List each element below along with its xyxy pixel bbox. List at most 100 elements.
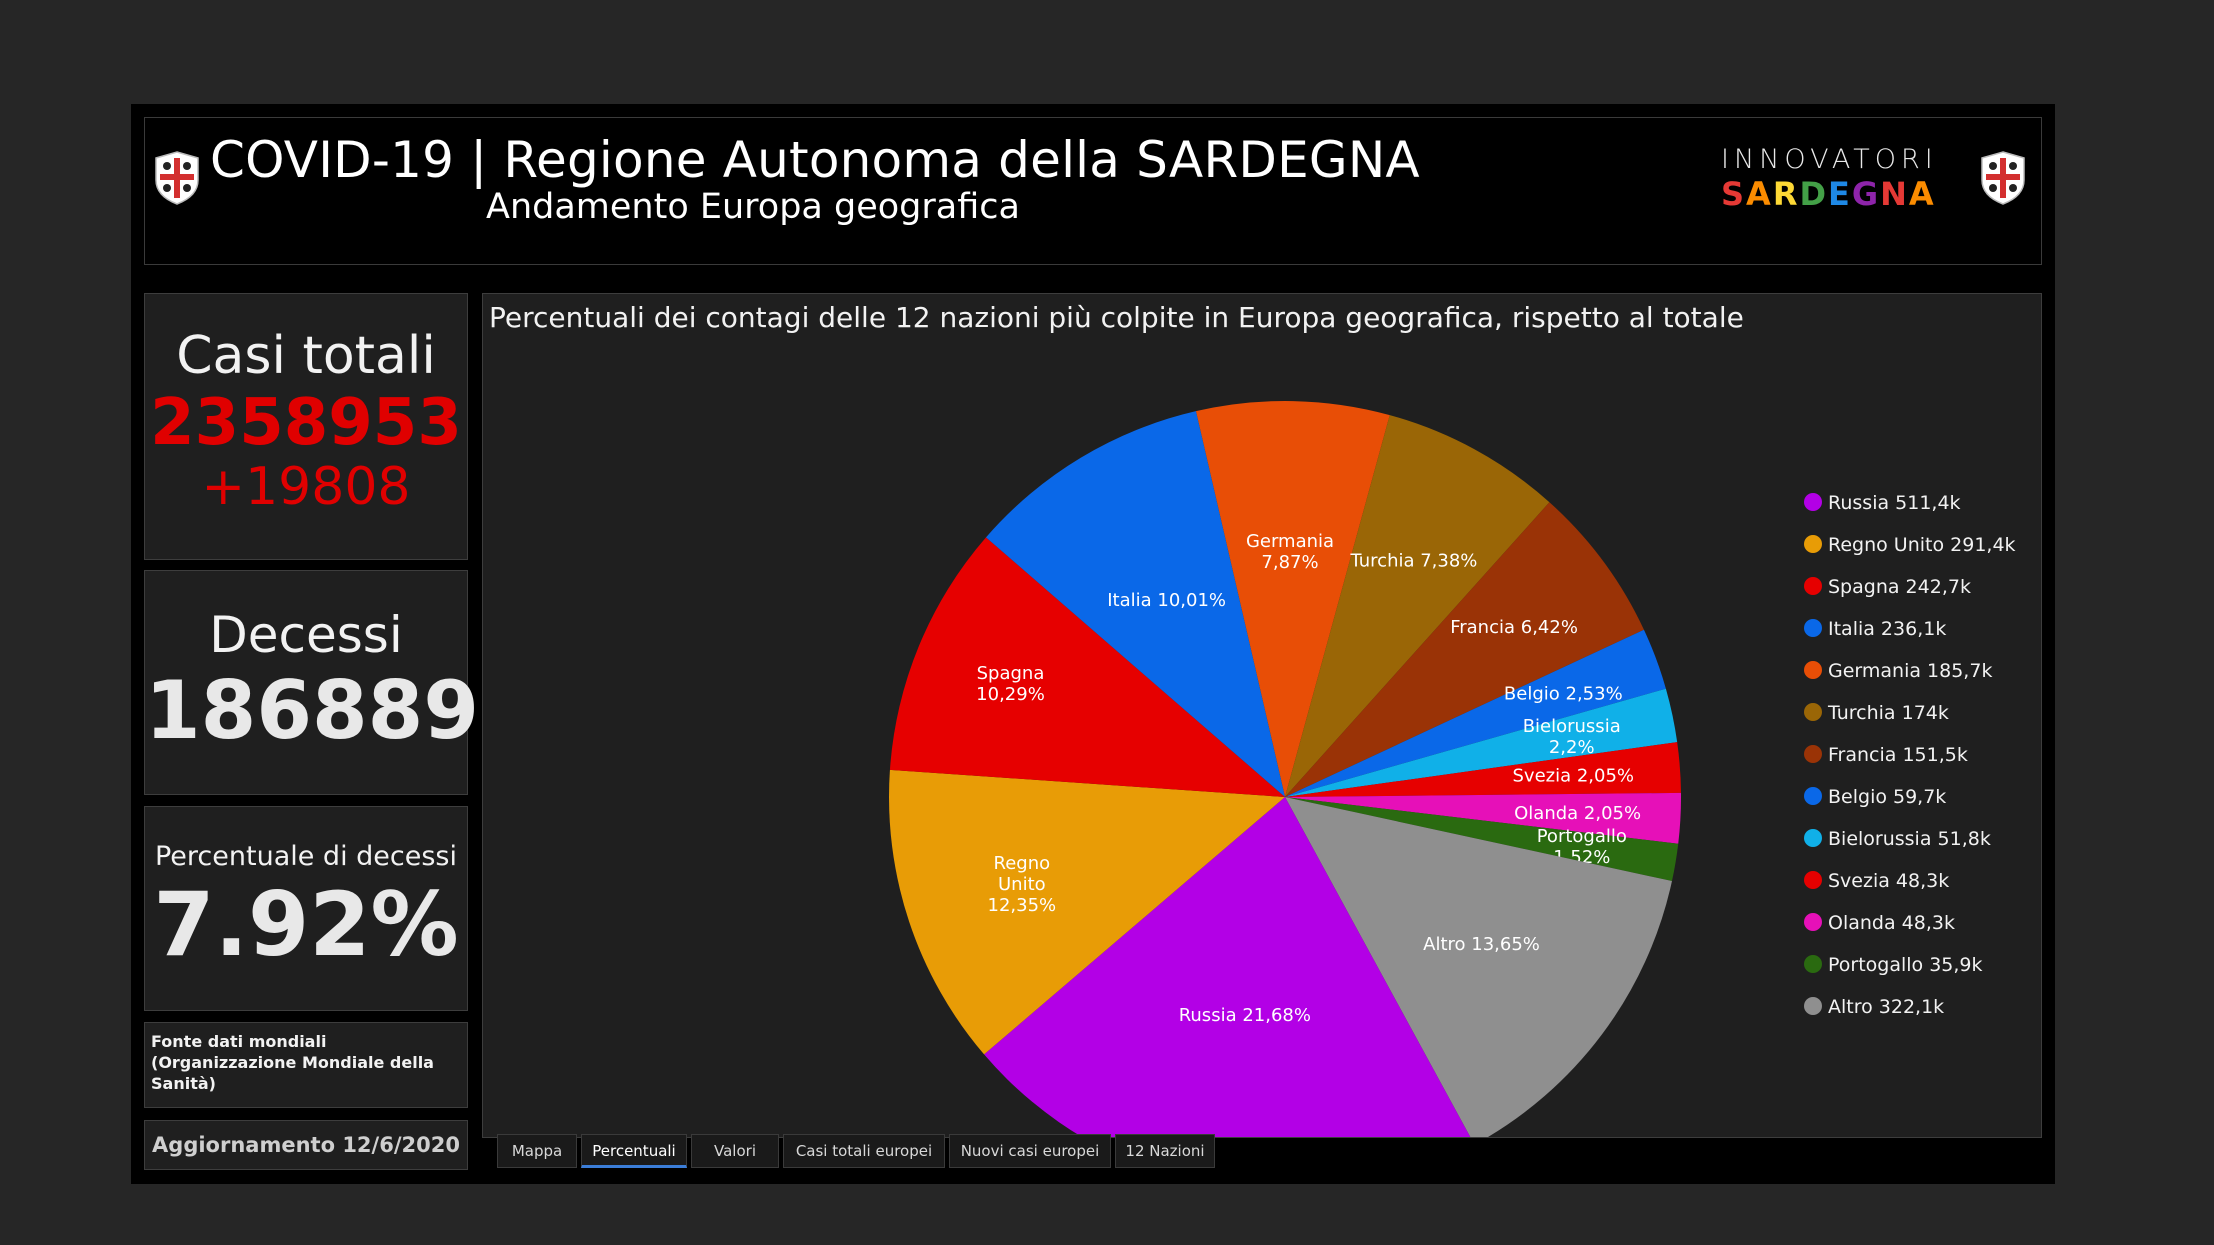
- pie-chart: Germania 7,87% Turchia 7,38% Francia 6,42% B…: [889, 401, 2016, 1137]
- pie-label-belgio: Belgio 2,53%: [1504, 683, 1623, 704]
- brand-letter: N: [1880, 175, 1909, 213]
- total-cases-card: Casi totali 2358953 +19808: [144, 293, 468, 560]
- brand-top-text: INNOVATORI: [1721, 144, 1938, 175]
- death-rate-label: Percentuale di decessi: [154, 841, 457, 872]
- legend-item-regno-unito[interactable]: Regno Unito 291,4k: [1804, 534, 2016, 556]
- legend-item-russia[interactable]: Russia 511,4k: [1804, 492, 1961, 514]
- legend-swatch: [1804, 619, 1822, 637]
- header-banner: COVID-19 | Regione Autonoma della SARDEG…: [144, 117, 2042, 265]
- pie-slice-germania[interactable]: [1195, 401, 1390, 797]
- sardinia-crest-icon: [155, 151, 199, 205]
- legend-label: Germania 185,7k: [1828, 660, 1992, 682]
- legend-swatch: [1804, 661, 1822, 679]
- pie-label-turchia: Turchia 7,38%: [1350, 551, 1478, 572]
- legend-item-belgio[interactable]: Belgio 59,7k: [1804, 786, 1946, 808]
- brand-letter: D: [1799, 175, 1829, 213]
- legend-label: Portogallo 35,9k: [1828, 954, 1983, 976]
- death-rate-card: Percentuale di decessi 7.92%: [144, 806, 468, 1011]
- tab-percentuali[interactable]: Percentuali: [581, 1134, 687, 1168]
- total-cases-label: Casi totali: [176, 326, 436, 386]
- brand-letter: E: [1828, 175, 1852, 213]
- brand-letter: A: [1746, 175, 1773, 213]
- pie-label-olanda: Olanda 2,05%: [1514, 803, 1641, 824]
- pie-label-altro: Altro 13,65%: [1423, 934, 1540, 955]
- pie-label-russia: Russia 21,68%: [1179, 1005, 1311, 1026]
- innovatori-sardegna-logo: INNOVATORI SARDEGNA: [1721, 144, 1938, 213]
- legend-label: Belgio 59,7k: [1828, 786, 1946, 808]
- legend-label: Francia 151,5k: [1828, 744, 1968, 766]
- update-date: Aggiornamento 12/6/2020: [144, 1120, 468, 1170]
- death-rate-value: 7.92%: [153, 873, 459, 976]
- legend-label: Regno Unito 291,4k: [1828, 534, 2016, 556]
- legend-swatch: [1804, 913, 1822, 931]
- tab-casi-totali-europei[interactable]: Casi totali europei: [783, 1134, 945, 1168]
- pie-slice-svezia[interactable]: [1285, 742, 1681, 797]
- pie-slice-bielorussia[interactable]: [1285, 688, 1678, 797]
- page-title: COVID-19 | Regione Autonoma della SARDEG…: [210, 131, 1420, 189]
- legend-item-turchia[interactable]: Turchia 174k: [1804, 702, 1949, 724]
- brand-letter: S: [1721, 175, 1747, 213]
- legend-swatch: [1804, 493, 1822, 511]
- total-cases-value: 2358953: [150, 386, 462, 460]
- pie-slice-belgio[interactable]: [1285, 629, 1666, 797]
- legend-label: Italia 236,1k: [1828, 618, 1946, 640]
- dashboard: COVID-19 | Regione Autonoma della SARDEG…: [131, 104, 2055, 1184]
- legend-item-francia[interactable]: Francia 151,5k: [1804, 744, 1968, 766]
- legend-label: Russia 511,4k: [1828, 492, 1961, 514]
- chart-title: Percentuali dei contagi delle 12 nazioni…: [489, 301, 1744, 334]
- total-cases-delta: +19808: [201, 457, 411, 517]
- legend-label: Altro 322,1k: [1828, 996, 1944, 1018]
- legend-label: Bielorussia 51,8k: [1828, 828, 1991, 850]
- pie-slice-regno-unito[interactable]: [889, 769, 1285, 1055]
- legend-label: Turchia 174k: [1827, 702, 1949, 724]
- pie-slice-altro[interactable]: [1285, 797, 1672, 1137]
- tab-valori[interactable]: Valori: [691, 1134, 779, 1168]
- pie-label-italia: Italia 10,01%: [1107, 590, 1226, 611]
- legend-swatch: [1804, 829, 1822, 847]
- pie-label-spagna: Spagna 10,29%: [976, 663, 1045, 705]
- pie-slice-francia[interactable]: [1285, 502, 1644, 797]
- legend-swatch: [1804, 703, 1822, 721]
- brand-bottom-text: SARDEGNA: [1721, 175, 1934, 213]
- legend-item-altro[interactable]: Altro 322,1k: [1804, 996, 1944, 1018]
- legend-swatch: [1804, 997, 1822, 1015]
- legend-item-spagna[interactable]: Spagna 242,7k: [1804, 576, 1971, 598]
- deaths-value: 186889: [145, 664, 479, 757]
- pie-slice-russia[interactable]: [984, 797, 1474, 1137]
- pie-slice-turchia[interactable]: [1285, 415, 1550, 797]
- legend-swatch: [1804, 745, 1822, 763]
- data-source-note: Fonte dati mondiali (Organizzazione Mond…: [144, 1022, 468, 1108]
- legend-item-portogallo[interactable]: Portogallo 35,9k: [1804, 954, 1983, 976]
- legend-swatch: [1804, 871, 1822, 889]
- legend-item-olanda[interactable]: Olanda 48,3k: [1804, 912, 1955, 934]
- pie-slice-olanda[interactable]: [1285, 792, 1681, 844]
- legend-swatch: [1804, 955, 1822, 973]
- pie-label-bielorussia: Bielorussia 2,2%: [1523, 716, 1621, 758]
- legend-swatch: [1804, 787, 1822, 805]
- legend-item-germania[interactable]: Germania 185,7k: [1804, 660, 1992, 682]
- legend-item-bielorussia[interactable]: Bielorussia 51,8k: [1804, 828, 1991, 850]
- pie-label-germania: Germania 7,87%: [1246, 531, 1334, 573]
- pie-label-regno-unito: Regno Unito 12,35%: [988, 853, 1057, 916]
- legend-label: Spagna 242,7k: [1828, 576, 1971, 598]
- tab-nuovi-casi-europei[interactable]: Nuovi casi europei: [949, 1134, 1111, 1168]
- pie-slice-italia[interactable]: [985, 411, 1285, 797]
- pie-label-svezia: Svezia 2,05%: [1512, 765, 1634, 786]
- tab-12-nazioni[interactable]: 12 Nazioni: [1115, 1134, 1215, 1168]
- legend-label: Svezia 48,3k: [1828, 870, 1949, 892]
- pie-label-francia: Francia 6,42%: [1450, 617, 1578, 638]
- pie-slice-spagna[interactable]: [889, 537, 1285, 797]
- legend-item-italia[interactable]: Italia 236,1k: [1804, 618, 1946, 640]
- deaths-card: Decessi 186889: [144, 570, 479, 795]
- legend-item-svezia[interactable]: Svezia 48,3k: [1804, 870, 1949, 892]
- legend-swatch: [1804, 577, 1822, 595]
- brand-letter: G: [1851, 175, 1881, 213]
- deaths-label: Decessi: [209, 606, 403, 664]
- legend-swatch: [1804, 535, 1822, 553]
- brand-letter: A: [1908, 175, 1936, 213]
- tab-mappa[interactable]: Mappa: [497, 1134, 577, 1168]
- pie-slice-portogallo[interactable]: [1285, 797, 1679, 882]
- page-subtitle: Andamento Europa geografica: [486, 187, 1020, 227]
- legend-label: Olanda 48,3k: [1828, 912, 1955, 934]
- brand-letter: R: [1772, 175, 1800, 213]
